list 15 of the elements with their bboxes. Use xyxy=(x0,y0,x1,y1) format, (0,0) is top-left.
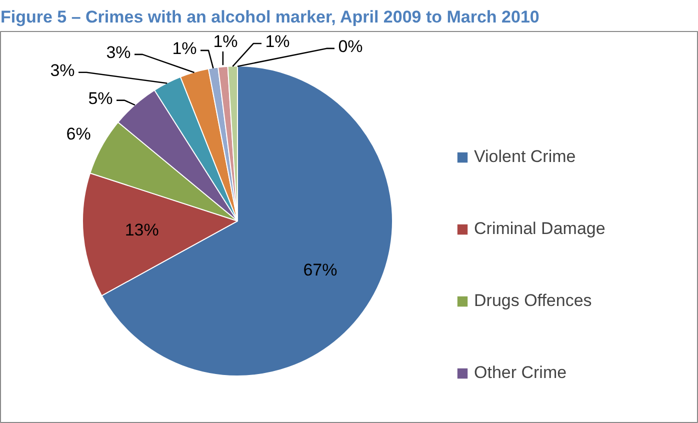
text: 0% xyxy=(338,36,363,56)
legend-label: Criminal Damage xyxy=(474,219,606,239)
data-label: 5% xyxy=(88,88,113,108)
data-label: 67% xyxy=(303,260,338,280)
data-label: 1% xyxy=(172,38,197,58)
data-label: 3% xyxy=(50,60,75,80)
legend-label: Violent Crime xyxy=(474,147,576,167)
chart-title: Figure 5 – Crimes with an alcohol marker, April 2009 to March 2010 xyxy=(0,8,540,26)
data-label: 13% xyxy=(124,220,159,240)
data-label: 1% xyxy=(213,32,238,51)
legend-label: Drugs Offences xyxy=(474,291,592,311)
data-label: 1% xyxy=(265,32,290,51)
data-label: 6% xyxy=(66,124,91,144)
legend-label: Other Crime xyxy=(474,363,567,383)
data-label: 3% xyxy=(106,42,131,62)
